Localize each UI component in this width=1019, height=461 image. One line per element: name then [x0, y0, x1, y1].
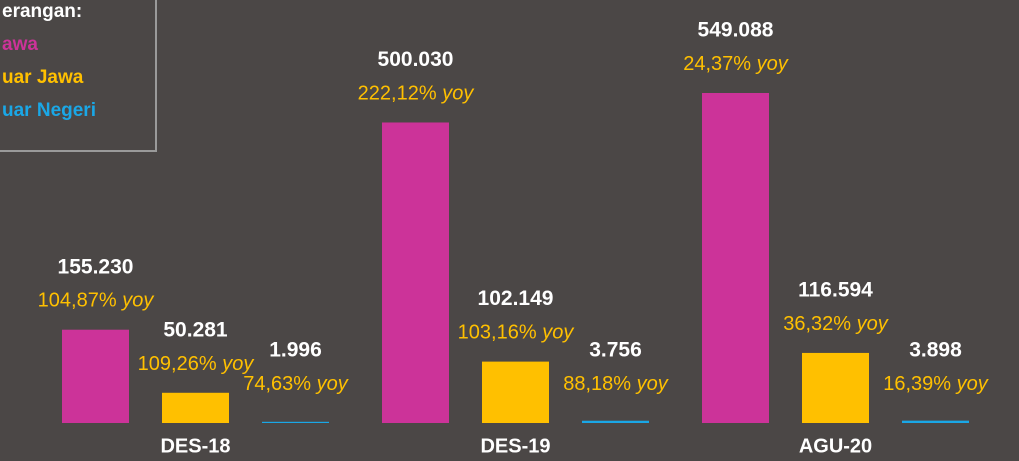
bar [802, 352, 869, 423]
bar [62, 329, 129, 423]
yoy-label: 24,37% yoy [683, 53, 789, 75]
yoy-value: 74,63% [243, 373, 311, 395]
yoy-value: 222,12% [358, 83, 437, 105]
value-label: 3.898 [909, 339, 962, 362]
yoy-label: 88,18% yoy [563, 373, 669, 395]
value-label: 500.030 [378, 48, 454, 71]
yoy-word: yoy [220, 353, 254, 375]
value-label: 1.996 [269, 339, 322, 362]
value-label: 3.756 [589, 339, 642, 362]
value-label: 116.594 [798, 278, 873, 301]
legend-label: uar Jawa [2, 67, 84, 88]
bar [582, 420, 649, 423]
bar [162, 392, 229, 423]
bar [382, 122, 449, 423]
value-label: 155.230 [58, 255, 134, 278]
yoy-label: 222,12% yoy [358, 83, 475, 105]
yoy-word: yoy [120, 290, 154, 312]
yoy-value: 24,37% [683, 53, 751, 75]
yoy-value: 36,32% [783, 313, 851, 335]
legend-box [0, 0, 157, 152]
yoy-label: 109,26% yoy [138, 353, 255, 375]
yoy-label: 74,63% yoy [243, 373, 349, 395]
yoy-label: 36,32% yoy [783, 313, 889, 335]
yoy-word: yoy [440, 83, 474, 105]
yoy-value: 103,16% [458, 322, 537, 344]
value-label: 102.149 [478, 287, 554, 310]
yoy-word: yoy [540, 322, 574, 344]
x-tick-label: AGU-20 [799, 435, 872, 457]
yoy-value: 88,18% [563, 373, 631, 395]
bar [902, 420, 969, 423]
bar [262, 421, 329, 423]
bar [702, 93, 769, 423]
legend-label: awa [2, 34, 38, 55]
yoy-label: 103,16% yoy [458, 322, 575, 344]
x-tick-label: DES-18 [160, 435, 230, 457]
yoy-word: yoy [315, 373, 349, 395]
yoy-word: yoy [755, 53, 789, 75]
yoy-value: 109,26% [138, 353, 217, 375]
yoy-value: 104,87% [38, 290, 117, 312]
legend-label: uar Negeri [2, 100, 96, 121]
bar [482, 361, 549, 423]
yoy-word: yoy [855, 313, 889, 335]
x-tick-label: DES-19 [480, 435, 550, 457]
value-label: 549.088 [698, 19, 774, 42]
yoy-value: 16,39% [883, 373, 951, 395]
yoy-label: 16,39% yoy [883, 373, 989, 395]
value-label: 50.281 [163, 318, 228, 341]
yoy-label: 104,87% yoy [38, 290, 155, 312]
yoy-word: yoy [955, 373, 989, 395]
legend-title: erangan: [2, 1, 82, 22]
yoy-word: yoy [635, 373, 669, 395]
